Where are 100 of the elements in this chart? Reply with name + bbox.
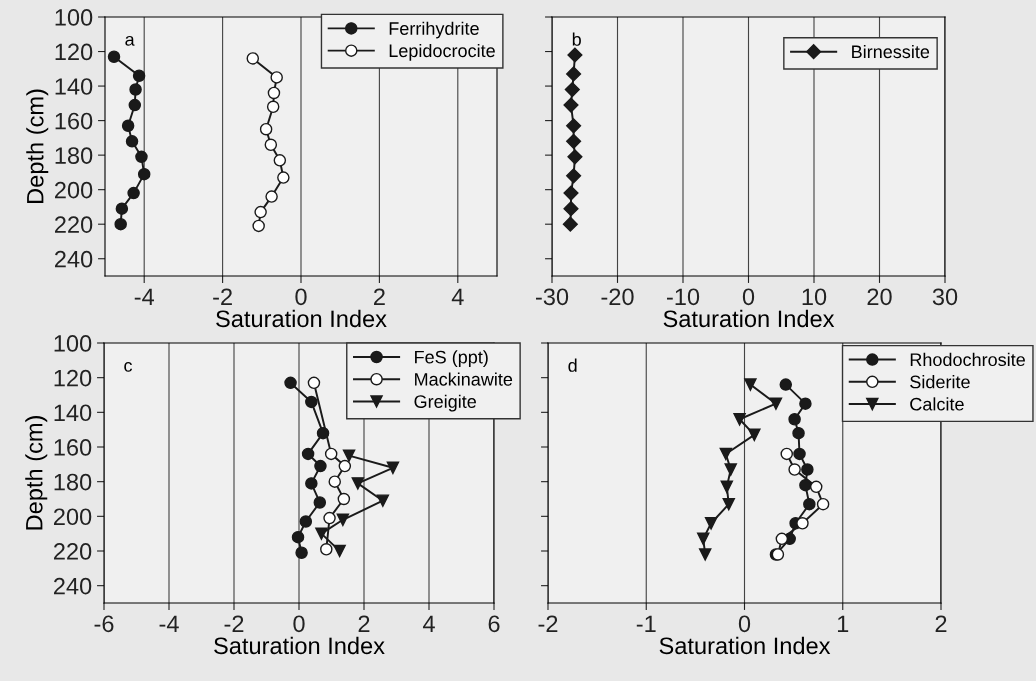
point [295,546,308,559]
point [246,52,260,65]
point [769,397,783,410]
y-tick-label: 200 [53,508,92,526]
point [277,171,290,184]
y-axis-title: Depth (cm) [25,416,48,530]
point [129,83,142,96]
point [793,447,806,461]
x-tick-label: 0 [738,615,751,633]
y-tick-label: 140 [54,404,92,422]
x-tick-label: 0 [295,288,307,306]
x-tick-label: 1 [837,615,849,632]
x-tick-label: -2 [224,615,244,632]
point [816,497,830,511]
x-axis-title: Saturation Index [663,309,835,328]
y-tick-label: 200 [54,181,93,199]
point [337,492,351,506]
point [696,532,710,546]
point [121,119,135,133]
point [324,447,338,461]
legend-label: Calcite [910,397,964,411]
x-axis-title: Saturation Index [214,636,385,655]
x-tick-label: -1 [636,615,656,632]
point [107,50,121,63]
point [323,511,336,525]
point [336,513,350,527]
point [386,461,400,475]
point [299,515,313,528]
legend-label: FeS (ppt) [415,350,488,368]
x-tick-label: -20 [601,288,634,306]
point [351,477,365,490]
x-tick-label: 2 [374,288,385,305]
point [801,463,814,476]
annotation: b [572,32,581,46]
point [744,378,757,391]
point [792,426,805,440]
point [342,449,356,462]
y-axis-title: Depth (cm) [26,89,49,203]
x-tick-label: -2 [213,288,232,305]
point [698,548,712,561]
point [301,447,315,461]
point [264,138,278,152]
point [115,202,129,215]
annotation: c [124,361,133,372]
point [273,154,287,167]
point [338,459,352,473]
point [320,543,333,556]
x-axis-title: Saturation Index [659,636,831,655]
point [132,69,146,82]
point [291,530,305,544]
point [137,167,151,181]
y-tick-label: 160 [55,112,93,130]
legend-label: Birnessite [852,44,930,59]
x-tick-label: 4 [451,288,464,305]
y-tick-label: 100 [55,9,93,26]
point [799,397,812,410]
point [128,98,142,112]
point [254,205,267,219]
x-tick-label: -6 [94,615,114,633]
point [305,395,318,409]
point [328,475,342,488]
y-tick-label: 120 [54,369,92,387]
y-tick-label: 120 [55,43,93,61]
legend-label: Lepidocrocite [389,43,495,61]
point [376,494,390,507]
x-tick-label: -4 [134,288,155,305]
x-tick-label: -2 [538,615,558,632]
point [704,517,718,530]
annotation: a [125,35,135,46]
x-tick-label: 2 [358,615,370,632]
x-axis-title: Saturation Index [216,309,387,328]
legend-label: Rhodochrosite [910,352,1025,367]
point [333,544,346,558]
y-tick-label: 220 [53,543,92,560]
x-tick-label: -4 [159,615,179,632]
y-tick-label: 140 [55,78,93,95]
x-tick-label: 30 [932,288,958,306]
point [114,217,127,231]
point [266,100,280,114]
point [265,190,278,203]
x-tick-label: 2 [935,615,947,632]
point [719,447,733,461]
point [267,86,281,100]
x-tick-label: 0 [742,288,755,306]
x-tick-label: 0 [293,615,305,633]
x-tick-label: -10 [666,288,700,306]
y-tick-label: 100 [54,335,92,352]
x-tick-label: 10 [802,288,827,306]
point [127,186,140,200]
y-tick-label: 220 [54,216,93,233]
point [788,413,801,426]
x-tick-label: 4 [422,615,435,632]
point [259,122,273,136]
point [135,150,148,164]
legend-label: Mackinawite [415,372,513,386]
point [720,480,734,494]
x-tick-label: 6 [488,615,500,633]
point [780,447,793,461]
point [796,517,809,530]
annotation: d [568,358,577,372]
